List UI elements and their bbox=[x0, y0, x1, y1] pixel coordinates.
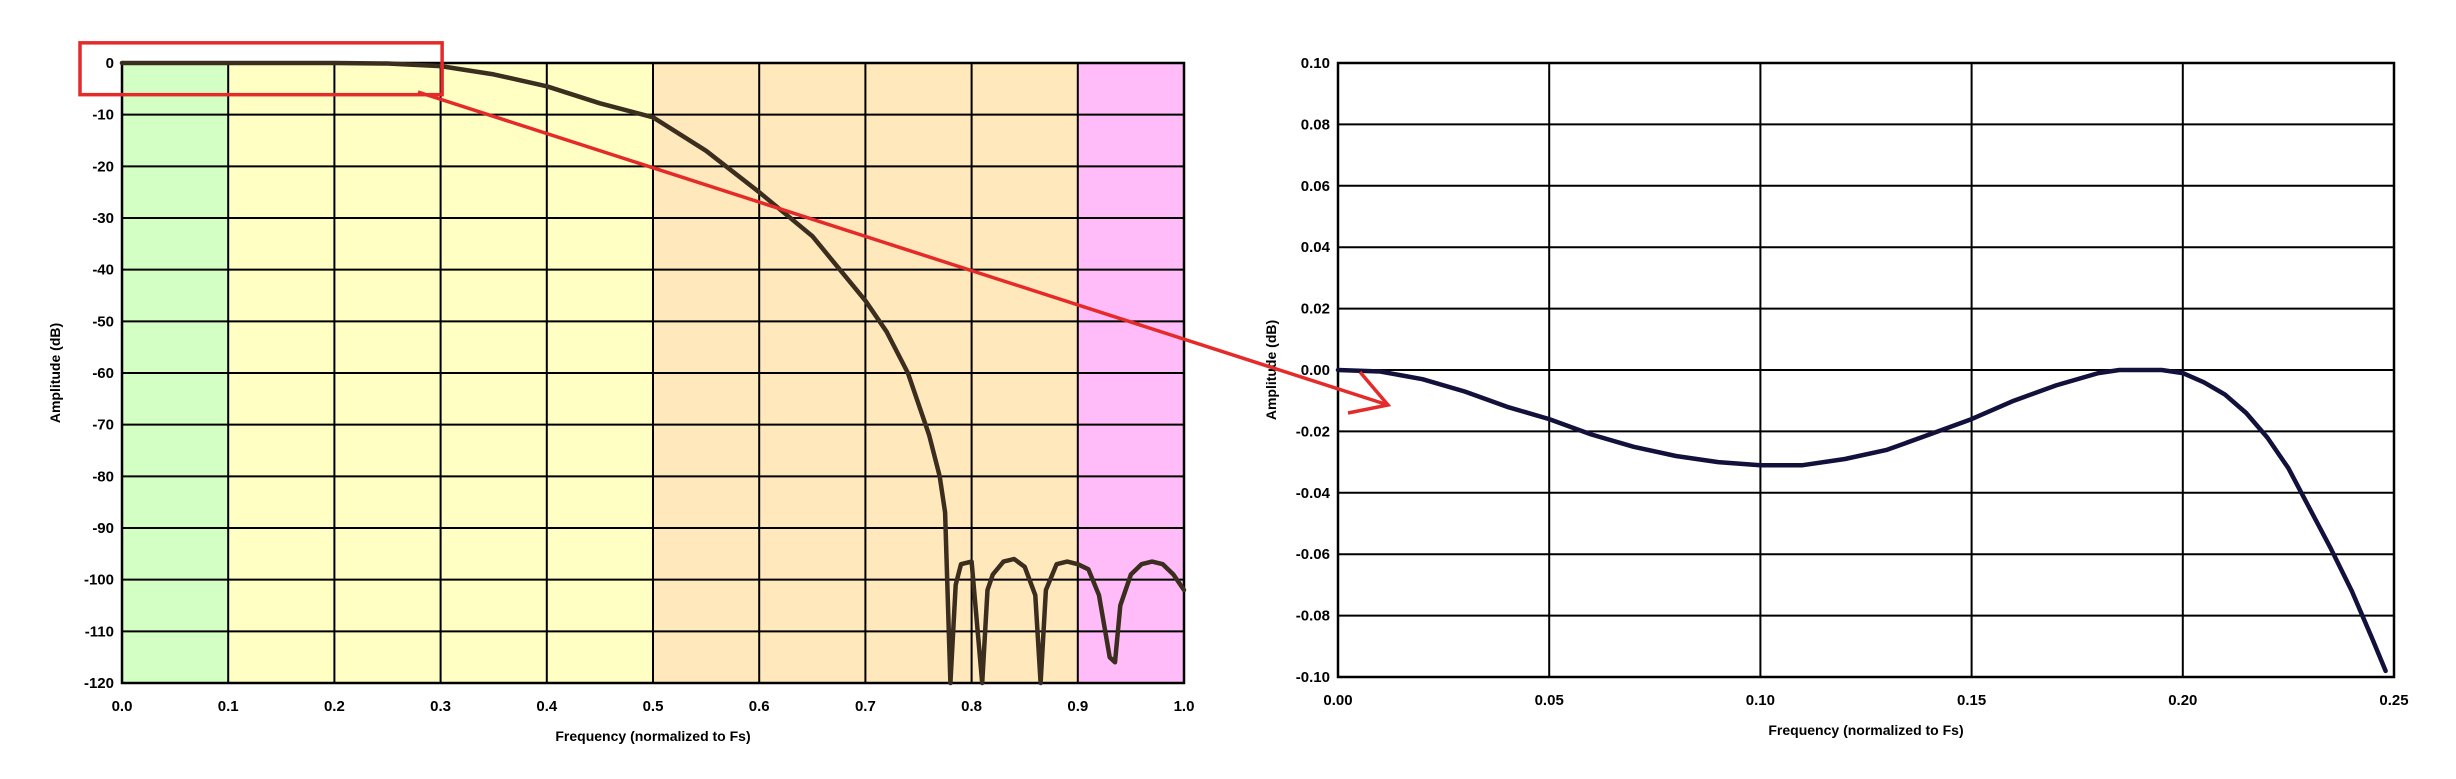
y-tick-label: -70 bbox=[92, 417, 114, 434]
x-tick-label: 0.20 bbox=[2168, 692, 2197, 709]
series-line-0 bbox=[1335, 367, 2388, 674]
x-tick-label: 0.15 bbox=[1957, 692, 1986, 709]
y-tick-label: 0.02 bbox=[1301, 301, 1330, 318]
zoom-arrow-line bbox=[417, 90, 1389, 407]
y-tick-label: 0.04 bbox=[1301, 239, 1331, 256]
series-line-0 bbox=[119, 60, 1187, 686]
y-tick-label: -80 bbox=[92, 468, 114, 485]
x-tick-label: 0.10 bbox=[1746, 692, 1775, 709]
amplitude-zoom-chart: 0.00 0.05 0.10 0.15 0.20 0.25 0.10 0.08 0.06 0.04… bbox=[1263, 55, 2409, 738]
y-tick-label: 0.10 bbox=[1301, 55, 1330, 72]
x-tick-label: 0.8 bbox=[961, 698, 982, 715]
y-tick-label: -0.08 bbox=[1296, 608, 1330, 625]
x-axis-label: Frequency (normalized to Fs) bbox=[555, 728, 750, 744]
y-tick-label: -110 bbox=[85, 623, 114, 640]
y-tick-label: -120 bbox=[84, 675, 114, 692]
y-axis-label: Amplitude (dB) bbox=[1263, 320, 1279, 420]
x-axis-label: Frequency (normalized to Fs) bbox=[1768, 722, 1963, 738]
x-tick-label: 0.6 bbox=[749, 698, 770, 715]
x-tick-label: 0.7 bbox=[855, 698, 876, 715]
y-tick-label: -0.06 bbox=[1296, 546, 1330, 563]
x-tick-label: 0.9 bbox=[1067, 698, 1088, 715]
y-tick-label: -20 bbox=[92, 158, 114, 175]
x-tick-label: 0.25 bbox=[2379, 692, 2408, 709]
zoom-box bbox=[78, 41, 444, 97]
zoom-arrow-head bbox=[1347, 370, 1392, 415]
y-tick-label: -0.02 bbox=[1296, 423, 1330, 440]
y-tick-label: -10 bbox=[92, 107, 114, 124]
y-tick-label: -40 bbox=[92, 262, 114, 279]
grid bbox=[1337, 62, 2395, 678]
x-tick-label: 0.5 bbox=[643, 698, 664, 715]
amplitude-full-chart: 0.0 0.1 0.2 0.3 0.4 0.5 0.6 0.7 0.8 0.9 1.0 0 -10 -20… bbox=[47, 55, 1194, 744]
x-tick-label: 0.3 bbox=[430, 698, 451, 715]
y-tick-label: -90 bbox=[92, 520, 114, 537]
x-tick-label: 0.1 bbox=[218, 698, 239, 715]
y-axis-label: Amplitude (dB) bbox=[47, 323, 63, 423]
y-tick-label: -60 bbox=[92, 365, 114, 382]
y-tick-label: 0.08 bbox=[1301, 116, 1330, 133]
x-tick-label: 0.00 bbox=[1323, 692, 1352, 709]
x-tick-label: 0.2 bbox=[324, 698, 345, 715]
y-tick-label: -50 bbox=[92, 313, 114, 330]
x-tick-label: 0.4 bbox=[536, 698, 558, 715]
y-tick-label: -100 bbox=[84, 572, 114, 589]
y-tick-label: -30 bbox=[92, 210, 114, 227]
zoom-annotation bbox=[78, 41, 1392, 415]
plot-frame bbox=[120, 61, 1186, 685]
x-tick-label: 0.0 bbox=[112, 698, 133, 715]
x-tick-label: 0.05 bbox=[1535, 692, 1564, 709]
y-tick-label: 0 bbox=[106, 55, 114, 72]
y-tick-label: -0.10 bbox=[1296, 669, 1330, 686]
y-tick-label: 0.06 bbox=[1301, 178, 1330, 195]
y-tick-label: -0.04 bbox=[1296, 485, 1331, 502]
y-tick-label: 0.00 bbox=[1301, 362, 1330, 379]
x-tick-label: 1.0 bbox=[1174, 698, 1195, 715]
